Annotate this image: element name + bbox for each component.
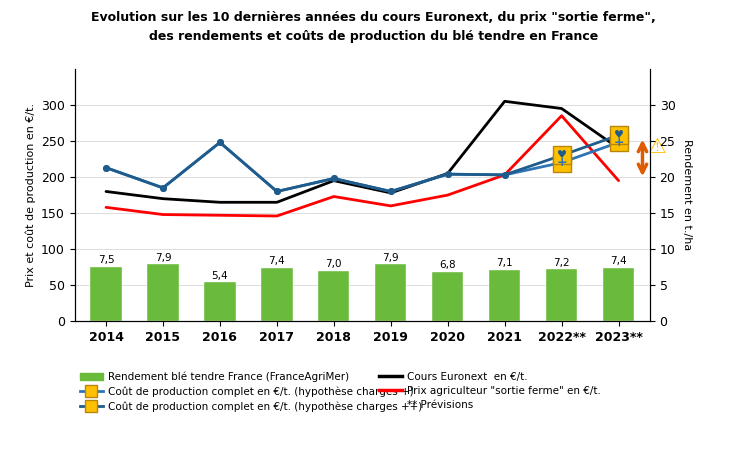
- Text: Evolution sur les 10 dernières années du cours Euronext, du prix "sortie ferme",: Evolution sur les 10 dernières années du…: [91, 11, 656, 24]
- Bar: [546, 269, 577, 321]
- Bar: [318, 271, 350, 321]
- Text: 7,5: 7,5: [98, 255, 114, 265]
- Bar: [489, 270, 521, 321]
- Bar: [375, 264, 406, 321]
- Text: 7,2: 7,2: [554, 257, 570, 268]
- Bar: [147, 264, 179, 321]
- Text: ♥: ♥: [557, 151, 567, 160]
- Bar: [204, 282, 235, 321]
- Bar: [90, 267, 122, 321]
- Text: 5,4: 5,4: [211, 270, 229, 280]
- Text: 7,9: 7,9: [382, 252, 399, 263]
- Bar: [261, 268, 293, 321]
- Bar: [603, 268, 634, 321]
- Text: 7,9: 7,9: [155, 252, 171, 263]
- Y-axis label: Prix et coût de production en €/t.: Prix et coût de production en €/t.: [25, 103, 36, 287]
- Text: des rendements et coûts de production du blé tendre en France: des rendements et coûts de production du…: [149, 30, 598, 43]
- Text: ♥: ♥: [613, 130, 624, 140]
- Legend: Cours Euronext  en €/t., Prix agriculteur "sortie ferme" en €/t., ** Prévisions: Cours Euronext en €/t., Prix agriculteur…: [379, 372, 601, 410]
- Text: 7,0: 7,0: [326, 259, 342, 269]
- Text: 6,8: 6,8: [439, 260, 456, 270]
- Text: ⚠: ⚠: [648, 137, 666, 157]
- Text: 7,1: 7,1: [496, 258, 513, 268]
- Bar: [432, 272, 463, 321]
- Text: +: +: [613, 136, 624, 149]
- Text: +: +: [557, 156, 567, 169]
- Text: 7,4: 7,4: [610, 256, 627, 266]
- Y-axis label: Rendement en t./ha: Rendement en t./ha: [682, 140, 692, 251]
- Text: 7,4: 7,4: [269, 256, 285, 266]
